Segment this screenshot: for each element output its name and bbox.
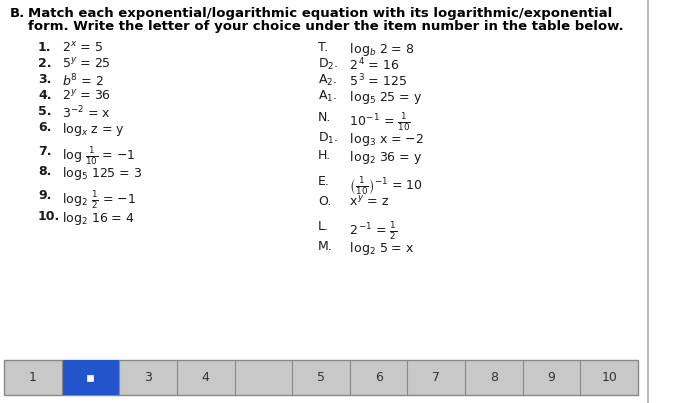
Text: log$_b$ 2 = 8: log$_b$ 2 = 8 (342, 41, 415, 58)
Text: form. Write the letter of your choice under the item number in the table below.: form. Write the letter of your choice un… (28, 20, 624, 33)
Text: O.: O. (318, 195, 331, 208)
Text: 8.: 8. (38, 165, 51, 178)
Bar (90, 374, 94, 378)
Text: N.: N. (318, 111, 331, 124)
Text: B.: B. (10, 7, 25, 20)
Text: 2$^y$ = 36: 2$^y$ = 36 (62, 89, 111, 103)
Text: 4: 4 (202, 371, 210, 384)
Text: T.: T. (318, 41, 329, 54)
Text: 4.: 4. (38, 89, 52, 102)
Text: M.: M. (318, 240, 333, 253)
Text: L.: L. (318, 220, 329, 233)
Text: 1: 1 (29, 371, 37, 384)
Text: $b^8$ = 2: $b^8$ = 2 (62, 73, 104, 89)
Text: 2$^x$ = 5: 2$^x$ = 5 (62, 41, 103, 55)
Text: log$_2$ 36 = y: log$_2$ 36 = y (342, 149, 422, 166)
Text: 5$^y$ = 25: 5$^y$ = 25 (62, 57, 111, 71)
Text: 2$^4$ = 16: 2$^4$ = 16 (342, 57, 399, 74)
Text: log$_2$ $\frac{1}{2}$ = −1: log$_2$ $\frac{1}{2}$ = −1 (62, 189, 136, 211)
Text: 10: 10 (601, 371, 617, 384)
Text: 9.: 9. (38, 189, 51, 202)
Text: 2$^{-1}$ = $\frac{1}{2}$: 2$^{-1}$ = $\frac{1}{2}$ (342, 220, 397, 242)
Text: E.: E. (318, 175, 330, 188)
Text: 9: 9 (547, 371, 556, 384)
Text: 10.: 10. (38, 210, 60, 223)
Text: D$_2$.: D$_2$. (318, 57, 338, 72)
Text: 3.: 3. (38, 73, 51, 86)
Text: 8: 8 (490, 371, 498, 384)
Text: Match each exponential/logarithmic equation with its logarithmic/exponential: Match each exponential/logarithmic equat… (28, 7, 612, 20)
Text: log$_2$ 5 = x: log$_2$ 5 = x (342, 240, 415, 257)
Text: D$_1$.: D$_1$. (318, 131, 338, 146)
Text: 5$^3$ = 125: 5$^3$ = 125 (342, 73, 407, 89)
Text: log$_5$ 125 = 3: log$_5$ 125 = 3 (62, 165, 143, 182)
Bar (87, 374, 90, 378)
Text: A$_1$.: A$_1$. (318, 89, 337, 104)
Text: 6: 6 (375, 371, 382, 384)
Text: log $\frac{1}{10}$ = −1: log $\frac{1}{10}$ = −1 (62, 145, 136, 167)
Bar (62, 360, 120, 395)
Text: log$_3$ x = −2: log$_3$ x = −2 (342, 131, 424, 148)
Text: 7.: 7. (38, 145, 52, 158)
Text: 1.: 1. (38, 41, 52, 54)
Bar (4, 360, 638, 395)
Text: 3$^{-2}$ = x: 3$^{-2}$ = x (62, 105, 110, 122)
Text: log$_5$ 25 = y: log$_5$ 25 = y (342, 89, 422, 106)
Text: log$_2$ 16 = 4: log$_2$ 16 = 4 (62, 210, 135, 227)
Text: x$^y$ = z: x$^y$ = z (342, 195, 389, 209)
Text: $\left(\frac{1}{10}\right)^{-1}$ = 10: $\left(\frac{1}{10}\right)^{-1}$ = 10 (342, 175, 423, 197)
Text: 6.: 6. (38, 121, 51, 134)
Text: 5.: 5. (38, 105, 52, 118)
Text: 2.: 2. (38, 57, 52, 70)
Bar (90, 378, 94, 381)
Text: 7: 7 (432, 371, 440, 384)
Text: H.: H. (318, 149, 331, 162)
Bar (87, 378, 90, 381)
Text: 5: 5 (317, 371, 325, 384)
Text: log$_x$ z = y: log$_x$ z = y (62, 121, 124, 138)
Text: A$_2$.: A$_2$. (318, 73, 337, 88)
Text: 10$^{-1}$ = $\frac{1}{10}$: 10$^{-1}$ = $\frac{1}{10}$ (342, 111, 411, 133)
Text: 3: 3 (144, 371, 152, 384)
